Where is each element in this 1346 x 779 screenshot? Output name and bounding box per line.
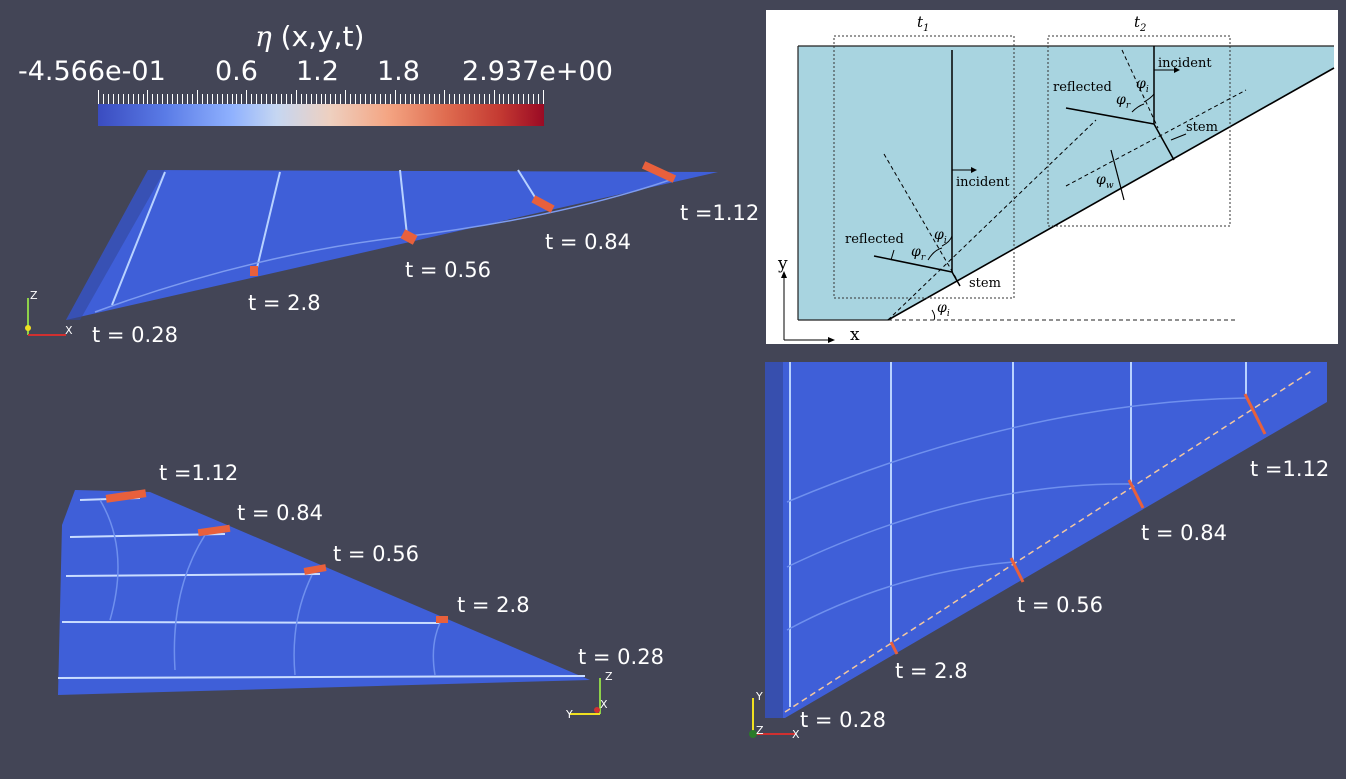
panel-bottom-left-surface (57, 489, 590, 695)
label-phi-i-t2: φi (1136, 76, 1149, 95)
br-label-t28: t = 2.8 (895, 659, 968, 683)
label-axis-y: y (778, 254, 788, 274)
label-t1: t1 (917, 13, 930, 34)
stem-peak-3 (531, 195, 555, 213)
label-incident-t2: incident (1158, 56, 1212, 71)
bl-axis-label-y: Y (566, 708, 573, 721)
br-axis-label-z: Z (756, 724, 764, 737)
legend-tick-1-8: 1.8 (377, 56, 420, 87)
bl-label-t056: t = 0.56 (333, 542, 419, 566)
tl-label-t28: t = 2.8 (248, 291, 321, 315)
bl-stem-peak-3 (303, 564, 327, 575)
panel-top-left-surface (66, 161, 718, 320)
legend-tick-max: 2.937e+00 (462, 56, 613, 87)
bl-stem-peak-4 (436, 616, 448, 623)
br-axis-label-x: X (792, 728, 800, 741)
label-reflected-t1: reflected (845, 232, 904, 247)
label-phi-r-t2: φr (1116, 92, 1131, 111)
tl-label-t056: t = 0.56 (405, 258, 491, 282)
label-t2: t2 (1134, 13, 1147, 34)
stem-peak-1 (250, 266, 258, 276)
br-axis-label-y: Y (756, 690, 763, 703)
tl-label-t112: t =1.12 (680, 201, 760, 225)
br-label-t112: t =1.12 (1250, 457, 1330, 481)
bl-stem-peak-1 (105, 489, 147, 503)
eta-symbol: η (255, 20, 272, 53)
label-stem-t1: stem (969, 276, 1001, 291)
colorbar (98, 104, 544, 126)
colorbar-tickmarks (98, 90, 544, 104)
br-label-t056: t = 0.56 (1017, 593, 1103, 617)
bl-axis-label-x: X (600, 698, 608, 711)
bl-label-t084: t = 0.84 (237, 501, 323, 525)
bl-stem-peak-2 (197, 524, 231, 537)
panel-bottom-right-surface (765, 362, 1327, 718)
br-label-t028: t = 0.28 (800, 708, 886, 732)
legend-title-args: (x,y,t) (271, 20, 365, 53)
tl-label-t028: t = 0.28 (92, 323, 178, 347)
axes-icon-top-left (25, 298, 66, 336)
axis-label-z: Z (30, 289, 38, 302)
label-phi-r-t1: φr (911, 244, 926, 263)
bl-label-t28: t = 2.8 (457, 593, 530, 617)
legend-tick-0-6: 0.6 (215, 56, 258, 87)
bl-label-t028: t = 0.28 (578, 645, 664, 669)
mach-reflection-schematic: t1 t2 incident incident reflected reflec… (766, 10, 1338, 345)
legend-title: η (x,y,t) (255, 20, 364, 53)
label-phi-i-t1: φi (934, 227, 947, 246)
axes-icon-bottom-left (570, 678, 601, 715)
schematic-drawing (781, 35, 1335, 343)
bl-axis-label-z: Z (605, 670, 613, 683)
stem-peak-4 (641, 161, 677, 183)
bl-label-t112: t =1.12 (159, 461, 239, 485)
label-stem-t2: stem (1186, 120, 1218, 135)
axis-label-x: X (65, 324, 73, 337)
tl-label-t084: t = 0.84 (545, 230, 631, 254)
label-reflected-t2: reflected (1053, 80, 1112, 95)
label-phi-w: φw (1096, 172, 1114, 191)
legend-tick-min: -4.566e-01 (18, 56, 166, 87)
br-label-t084: t = 0.84 (1141, 521, 1227, 545)
legend-tick-1-2: 1.2 (296, 56, 339, 87)
stem-peak-2 (400, 229, 418, 245)
axes-icon-bottom-right (749, 698, 795, 738)
label-incident-t1: incident (956, 175, 1010, 190)
label-axis-x: x (850, 325, 860, 345)
label-phi-i-bottom: φi (937, 300, 950, 319)
